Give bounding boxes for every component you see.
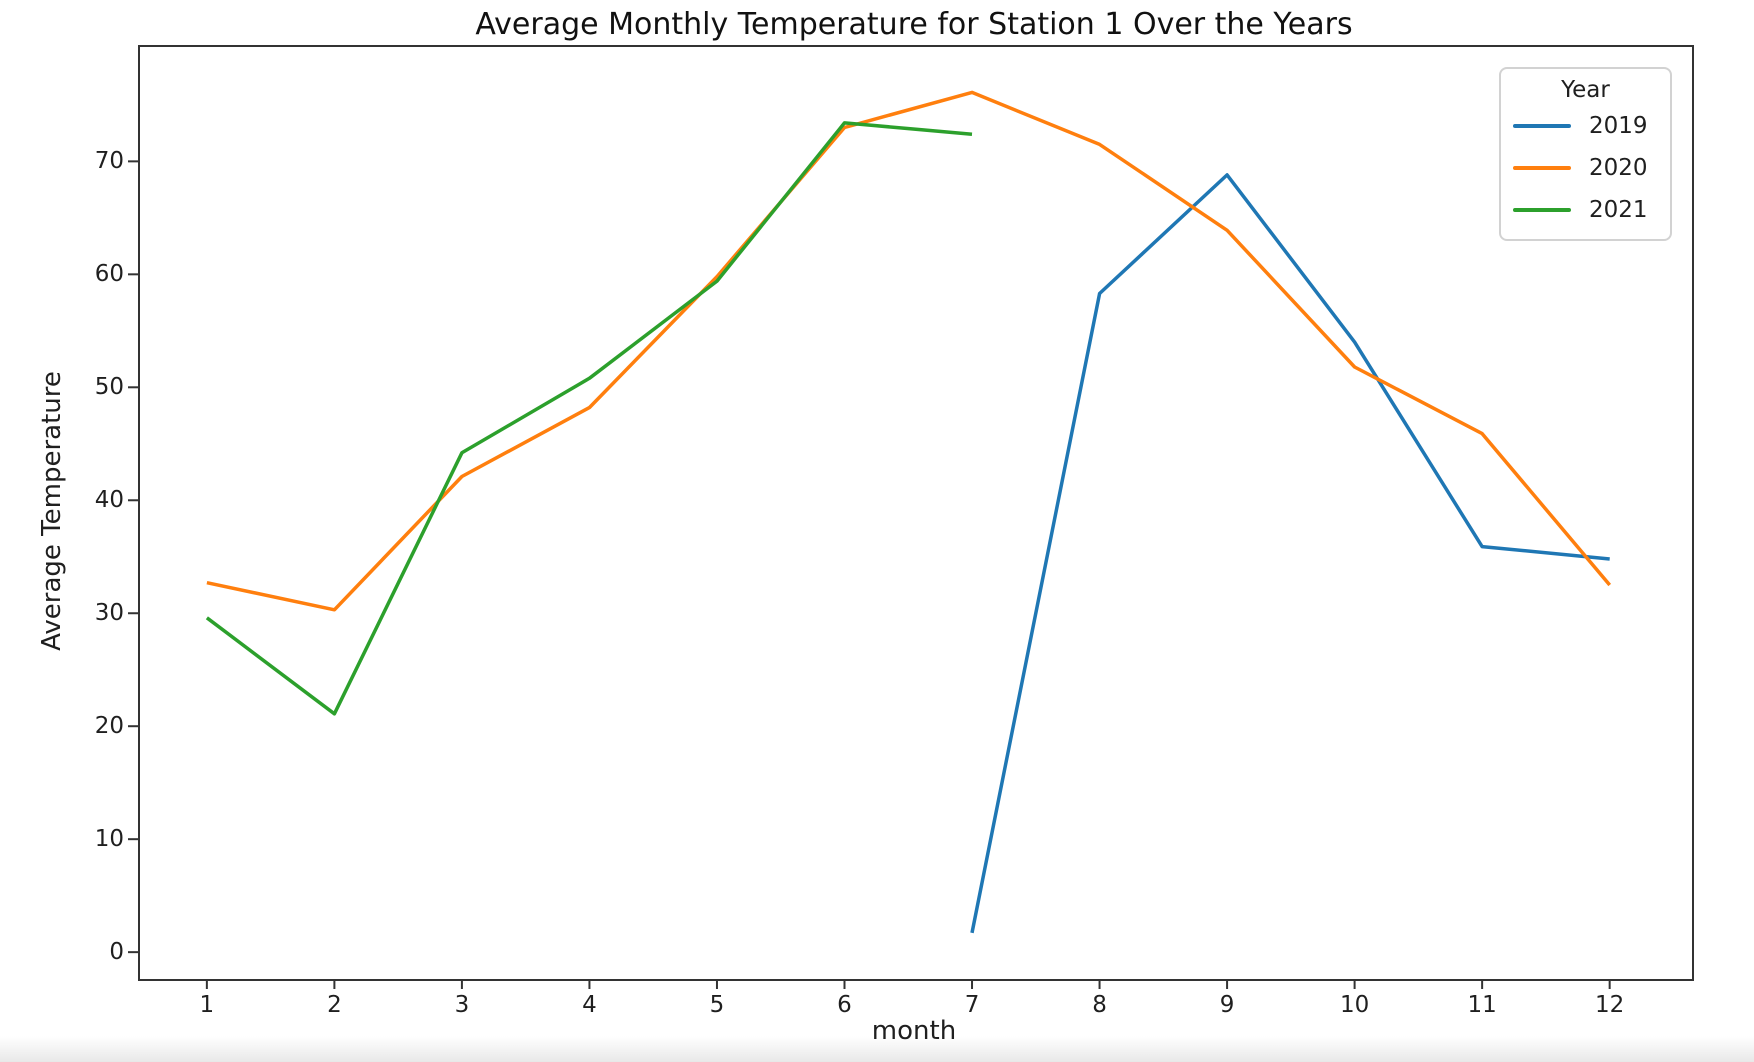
y-tick-label: 40 (94, 487, 124, 514)
y-tick-label: 30 (94, 600, 124, 627)
x-tick-label: 7 (964, 992, 980, 1018)
legend-row-2021: 2021 (1501, 189, 1670, 231)
legend-label: 2019 (1589, 113, 1648, 139)
legend-row-2019: 2019 (1501, 105, 1670, 147)
x-axis-label: month (871, 1016, 957, 1046)
y-tick-label: 70 (94, 148, 124, 175)
x-tick-label: 8 (1092, 992, 1107, 1018)
y-tick-label: 20 (94, 713, 124, 740)
x-tick-label: 4 (582, 992, 597, 1018)
x-tick-label: 1 (199, 992, 215, 1018)
legend-label: 2020 (1589, 155, 1648, 181)
y-axis-label: Average Temperature (37, 371, 67, 651)
legend-label: 2021 (1589, 197, 1648, 223)
y-tick-label: 50 (94, 374, 124, 401)
series-line-2021 (205, 121, 973, 716)
plot-area (138, 45, 1694, 981)
x-tick-label: 6 (837, 992, 852, 1018)
legend: Year 2019 2020 2021 (1499, 67, 1672, 241)
x-tick-label: 3 (454, 992, 470, 1018)
chart-title: Average Monthly Temperature for Station … (475, 7, 1353, 42)
x-tick-label: 11 (1467, 992, 1497, 1018)
legend-line-swatch (1513, 166, 1571, 170)
y-tick-label: 10 (94, 826, 124, 853)
legend-title: Year (1561, 77, 1610, 103)
legend-line-swatch (1513, 208, 1571, 212)
x-tick-label: 10 (1339, 992, 1370, 1018)
y-tick-label: 0 (109, 939, 124, 966)
legend-rows: 2019 2020 2021 (1501, 105, 1670, 231)
series-line-2020 (206, 90, 1612, 612)
legend-row-2020: 2020 (1501, 147, 1670, 189)
series-line-2019 (970, 173, 1610, 934)
legend-line-swatch (1513, 124, 1571, 128)
x-tick-label: 5 (709, 992, 725, 1018)
x-tick-label: 9 (1219, 992, 1235, 1018)
x-tick-label: 2 (327, 992, 342, 1018)
y-tick-label: 60 (94, 261, 124, 288)
x-tick-label: 12 (1595, 992, 1625, 1018)
